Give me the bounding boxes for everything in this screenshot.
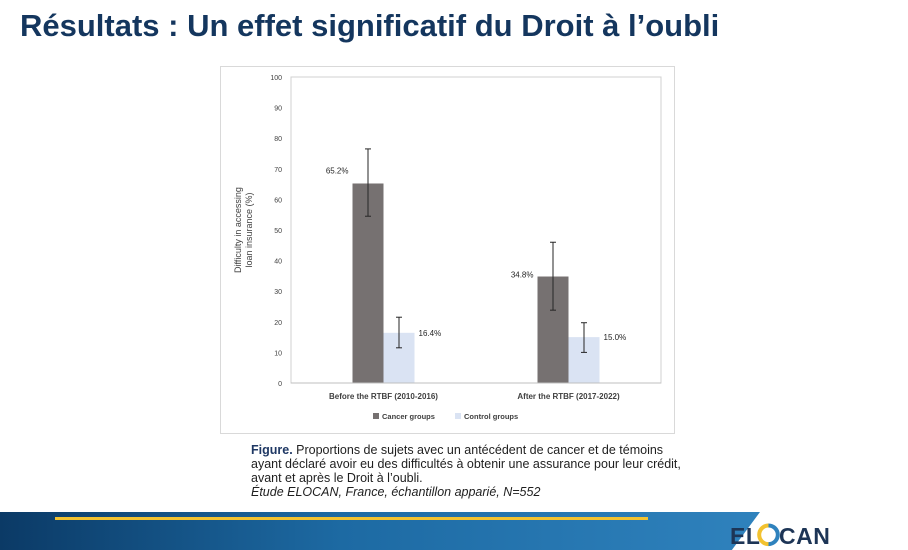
y-tick-label: 100 [270,75,282,82]
y-tick-label: 70 [274,167,282,174]
y-tick-label: 80 [274,136,282,143]
y-tick-label: 0 [278,381,282,388]
elocan-logo: EL CAN [730,521,838,549]
y-tick-label: 30 [274,289,282,296]
x-category-label: Before the RTBF (2010-2016) [329,392,438,401]
svg-text:EL: EL [730,523,760,549]
elocan-logo-mark: EL CAN [730,523,830,549]
chart-frame: 0 10 20 30 40 50 60 70 80 90 100 Difficulty in acce… [220,66,675,434]
data-label: 15.0% [604,333,627,342]
y-tick-label: 20 [274,320,282,327]
caption-label: Figure. [251,443,293,457]
y-tick-label: 10 [274,350,282,357]
footer-accent-line [55,517,648,520]
logo-o-icon [757,523,780,547]
caption-study: Étude ELOCAN, France, échantillon appari… [251,485,541,499]
bar-cancer [352,183,384,383]
data-label: 16.4% [419,329,442,338]
x-category-label: After the RTBF (2017-2022) [517,392,620,401]
legend-swatch [373,413,379,419]
y-tick-label: 40 [274,259,282,266]
y-tick-label: 60 [274,197,282,204]
bar-chart: 0 10 20 30 40 50 60 70 80 90 100 Difficulty in acce… [233,75,662,421]
legend-label: Control groups [464,412,518,421]
legend-label: Cancer groups [382,412,435,421]
y-axis-label-line: loan insurance (%) [244,192,254,267]
y-axis-label: Difficulty in accessingloan insurance (%… [233,187,254,273]
data-label: 34.8% [511,271,534,280]
y-tick-label: 50 [274,228,282,235]
svg-text:CAN: CAN [779,523,830,549]
slide-title: Résultats : Un effet significatif du Dro… [20,8,720,43]
data-label: 65.2% [326,166,349,175]
figure-caption: Figure. Proportions de sujets avec un an… [251,443,691,499]
caption-text: Proportions de sujets avec un antécédent… [251,443,681,485]
y-axis-label-line: Difficulty in accessing [233,187,243,273]
y-tick-label: 90 [274,106,282,113]
legend-swatch [455,413,461,419]
